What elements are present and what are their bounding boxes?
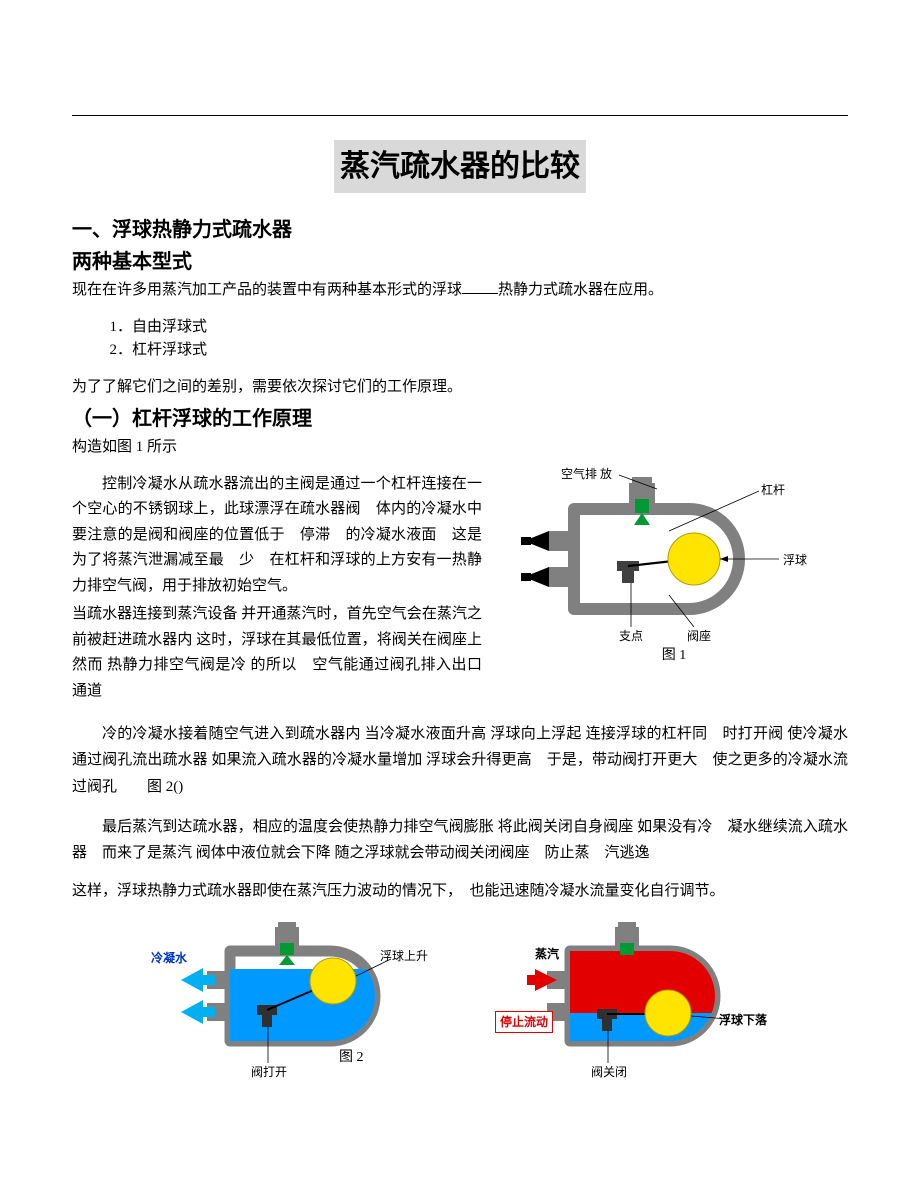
label-valve-closed: 阀关闭 [591, 1063, 627, 1081]
list-item: 2．杠杆浮球式 [110, 339, 849, 362]
fig-note: 构造如图 1 所示 [72, 436, 848, 459]
figure-2: 冷凝水 浮球上升 阀打开 图 2 [165, 921, 415, 1076]
para-2: 冷的冷凝水接着随空气进入到疏水器内 当冷凝水液面升高 浮球向上浮起 连接浮球的杠… [72, 721, 848, 800]
subheading-1: 两种基本型式 [72, 247, 848, 277]
label-stop-flow: 停止流动 [495, 1011, 553, 1033]
basic-types-list: 1．自由浮球式 2．杠杆浮球式 [110, 316, 849, 362]
list-item: 1．自由浮球式 [110, 316, 849, 339]
label-cold-water: 冷凝水 [151, 949, 187, 967]
page-title: 蒸汽疏水器的比较 [334, 140, 586, 193]
para-1b: 当疏水器连接到蒸汽设备 并开通蒸汽时，首先空气会在蒸汽之前被赶进疏水器内 这时，… [72, 602, 482, 704]
label-float-down: 浮球下落 [719, 1011, 767, 1029]
label-air-vent: 空气排 放 [561, 465, 612, 483]
label-lever: 杠杆 [761, 481, 785, 499]
label-seat: 阀座 [687, 627, 711, 645]
figure-2-svg [165, 921, 415, 1076]
figure-1-col: 空气排 放 杠杆 浮球 支点 阀座 图 1 [500, 469, 848, 666]
para-1a: 控制冷凝水从疏水器流出的主阀是通过一个杠杆连接在一个空心的不锈钢球上，此球漂浮在… [72, 472, 482, 600]
title-row: 蒸汽疏水器的比较 [72, 140, 848, 193]
lead-para: 为了了解它们之间的差别，需要依次探讨它们的工作原理。 [72, 376, 848, 399]
intro-prefix: 现在在许多用蒸汽加工产品的装置中有两种基本形式的浮球 [72, 282, 462, 298]
label-float-up: 浮球上升 [380, 947, 428, 965]
subsection-heading-1: （一）杠杆浮球的工作原理 [72, 404, 848, 434]
figure-1-caption: 图 1 [662, 645, 687, 666]
left-text-col: 控制冷凝水从疏水器流出的主阀是通过一个杠杆连接在一个空心的不锈钢球上，此球漂浮在… [72, 469, 482, 708]
figure-3: 蒸汽 停止流动 浮球下落 阀关闭 [505, 921, 755, 1076]
intro-suffix: 热静力式疏水器在应用。 [498, 282, 663, 298]
intro-para: 现在在许多用蒸汽加工产品的装置中有两种基本形式的浮球 热静力式疏水器在应用。 [72, 279, 848, 302]
top-rule [72, 115, 848, 116]
label-steam: 蒸汽 [535, 945, 559, 963]
figure-1: 空气排 放 杠杆 浮球 支点 阀座 [519, 469, 829, 639]
section-heading-1: 一、浮球热静力式疏水器 [72, 215, 848, 245]
label-valve-open: 阀打开 [251, 1063, 287, 1081]
blank-underline [462, 281, 498, 295]
bottom-figures-row: 冷凝水 浮球上升 阀打开 图 2 [72, 921, 848, 1076]
para-4: 这样，浮球热静力式疏水器即使在蒸汽压力波动的情况下， 也能迅速随冷凝水流量变化自… [72, 880, 848, 903]
label-pivot: 支点 [619, 627, 643, 645]
figure-2-caption: 图 2 [339, 1047, 364, 1068]
para-3: 最后蒸汽到达疏水器，相应的温度会使热静力排空气阀膨胀 将此阀关闭自身阀座 如果没… [72, 814, 848, 867]
text-figure-row: 控制冷凝水从疏水器流出的主阀是通过一个杠杆连接在一个空心的不锈钢球上，此球漂浮在… [72, 469, 848, 708]
label-float: 浮球 [783, 551, 807, 569]
